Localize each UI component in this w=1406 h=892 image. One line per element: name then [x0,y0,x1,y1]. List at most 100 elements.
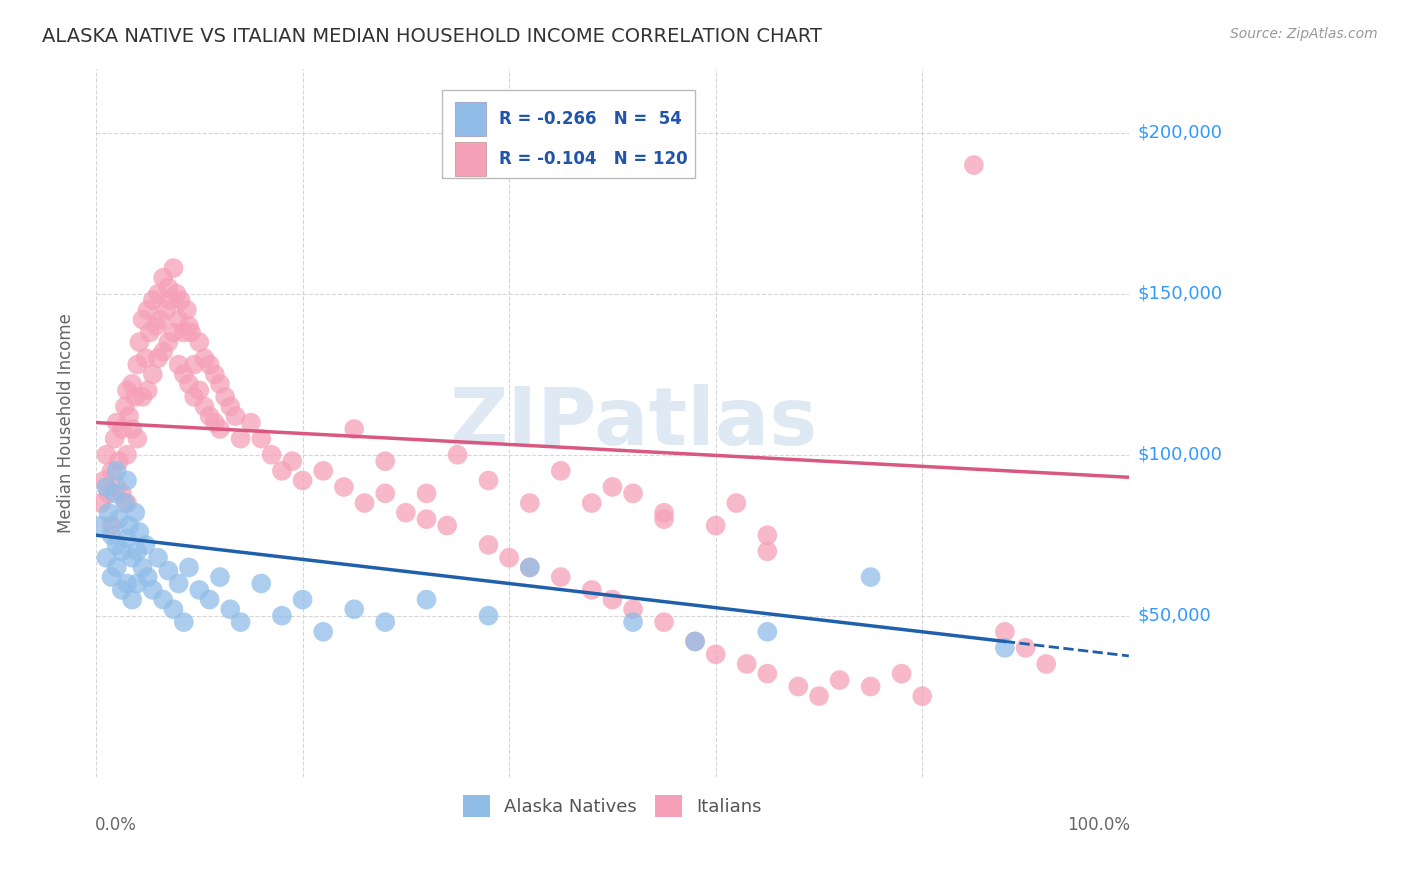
Point [96,550,118,565]
Point [146,550,169,565]
Point [100,518,122,533]
Point [214,390,236,404]
Point [260,448,283,462]
Point [115,496,138,510]
Point [550,464,572,478]
Point [104,486,127,500]
Point [374,486,396,500]
Point [208,376,231,391]
Point [167,358,190,372]
Point [93,474,115,488]
Point [219,400,242,414]
Text: $50,000: $50,000 [1137,607,1211,624]
Point [167,576,190,591]
Point [127,358,149,372]
Point [208,570,231,584]
Point [90,518,112,533]
Point [704,518,727,533]
Point [621,602,644,616]
Point [343,422,366,436]
Text: Source: ZipAtlas.com: Source: ZipAtlas.com [1230,27,1378,41]
Point [652,506,675,520]
Point [167,312,190,326]
Point [142,293,165,308]
Point [188,582,211,597]
Text: 0.0%: 0.0% [96,815,136,833]
Point [121,422,143,436]
Point [177,376,200,391]
Point [142,582,165,597]
Point [602,480,624,494]
Point [152,592,174,607]
Point [124,506,146,520]
Point [107,454,129,468]
Point [602,592,624,607]
Point [756,666,779,681]
Legend: Alaska Natives, Italians: Alaska Natives, Italians [456,788,769,824]
Point [271,464,294,478]
Point [621,615,644,629]
Point [621,486,644,500]
Point [652,512,675,526]
Point [124,390,146,404]
Point [683,634,706,648]
Point [193,351,215,366]
Point [239,416,262,430]
Y-axis label: Median Household Income: Median Household Income [58,312,75,533]
Point [183,358,205,372]
Point [166,286,188,301]
Point [963,158,986,172]
Point [170,293,193,308]
Point [173,326,195,340]
Point [519,560,541,574]
Point [162,261,184,276]
Text: $200,000: $200,000 [1137,124,1222,142]
Point [704,648,727,662]
Point [136,302,159,317]
Point [188,335,211,350]
Point [333,480,356,494]
Point [162,326,184,340]
Point [312,624,335,639]
Point [683,634,706,648]
Point [157,335,180,350]
Point [155,302,177,317]
Point [121,550,143,565]
Point [415,486,437,500]
Point [145,318,167,333]
Point [193,400,215,414]
Point [343,602,366,616]
Point [208,422,231,436]
Point [807,689,830,703]
Point [115,532,138,546]
Point [229,615,252,629]
Point [519,496,541,510]
Point [291,474,314,488]
Text: ALASKA NATIVE VS ITALIAN MEDIAN HOUSEHOLD INCOME CORRELATION CHART: ALASKA NATIVE VS ITALIAN MEDIAN HOUSEHOL… [42,27,823,45]
Point [415,512,437,526]
Point [198,409,221,424]
Point [446,448,468,462]
Point [550,570,572,584]
Point [152,344,174,359]
Point [111,486,134,500]
Point [1014,640,1036,655]
Point [131,312,153,326]
Point [114,400,136,414]
Text: 100.0%: 100.0% [1067,815,1130,833]
Point [374,615,396,629]
Point [131,560,153,574]
Point [180,326,202,340]
Point [105,560,128,574]
Point [859,680,882,694]
Point [250,432,273,446]
Point [477,538,499,552]
Text: ZIPatlas: ZIPatlas [449,384,817,461]
FancyBboxPatch shape [441,90,695,178]
Point [97,486,120,500]
Point [136,384,159,398]
Point [756,528,779,542]
Point [136,570,159,584]
Point [219,602,242,616]
Point [477,608,499,623]
